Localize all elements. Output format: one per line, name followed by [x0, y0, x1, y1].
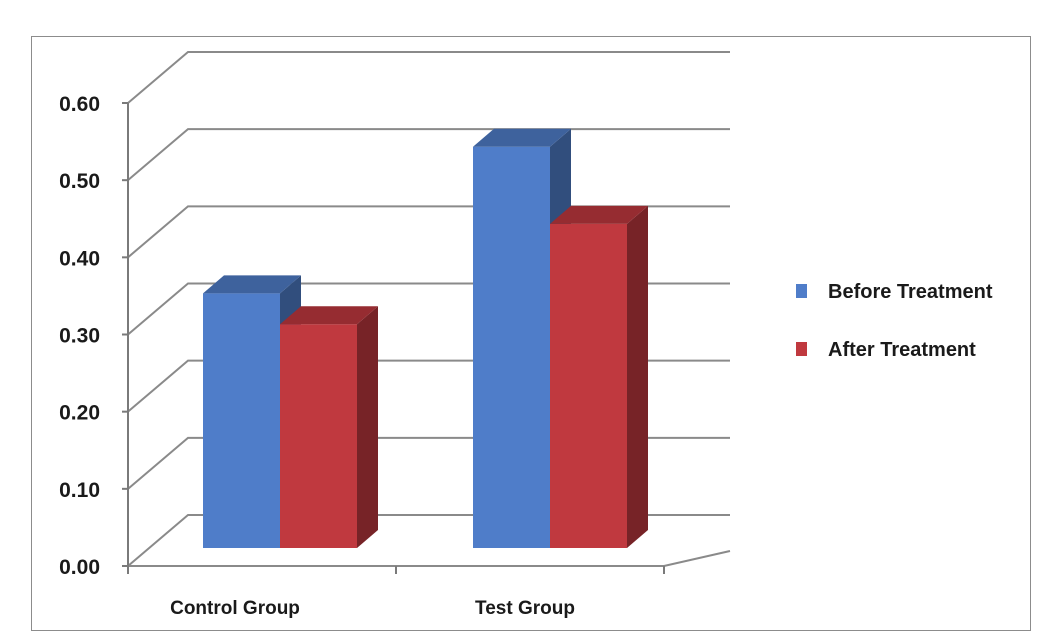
bar-top: [203, 275, 301, 294]
bar-top: [280, 306, 378, 325]
legend: Before Treatment After Treatment: [796, 281, 993, 361]
y-tick-label: 0.00: [59, 556, 100, 579]
y-tick-label: 0.60: [59, 93, 100, 116]
y-tick-label: 0.10: [59, 479, 100, 502]
y-tick-label: 0.20: [59, 402, 100, 425]
x-category-label: Control Group: [170, 598, 300, 619]
bar-front: [203, 293, 280, 548]
x-category-label: Test Group: [475, 598, 575, 619]
y-tick-label: 0.40: [59, 247, 100, 270]
bar-front: [550, 223, 627, 548]
bar-side: [357, 306, 378, 548]
legend-label: After Treatment: [828, 339, 976, 361]
bar-front: [280, 324, 357, 548]
bar-side: [627, 205, 648, 548]
bars: [203, 128, 648, 548]
legend-label: Before Treatment: [828, 281, 993, 303]
y-tick-label: 0.50: [59, 170, 100, 193]
gridline: [127, 51, 730, 104]
y-tick-label: 0.30: [59, 325, 100, 348]
bar-top: [550, 205, 648, 224]
axes: [122, 102, 731, 574]
tick-labels: 0.00 0.10 0.20 0.30 0.40 0.50 0.60 Control Grou…: [59, 93, 575, 619]
bar-front: [473, 146, 550, 548]
floor-edge: [128, 550, 731, 567]
legend-swatch: [796, 342, 807, 356]
bar-top: [473, 128, 571, 147]
legend-swatch: [796, 284, 807, 298]
gridline: [127, 128, 730, 181]
